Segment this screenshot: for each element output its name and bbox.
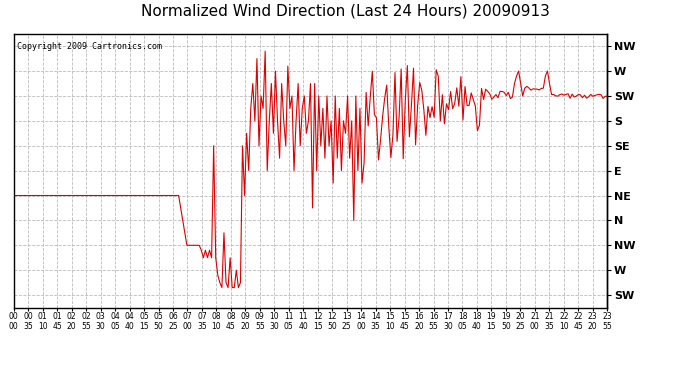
Text: Copyright 2009 Cartronics.com: Copyright 2009 Cartronics.com — [17, 42, 161, 51]
Text: Normalized Wind Direction (Last 24 Hours) 20090913: Normalized Wind Direction (Last 24 Hours… — [141, 4, 549, 19]
